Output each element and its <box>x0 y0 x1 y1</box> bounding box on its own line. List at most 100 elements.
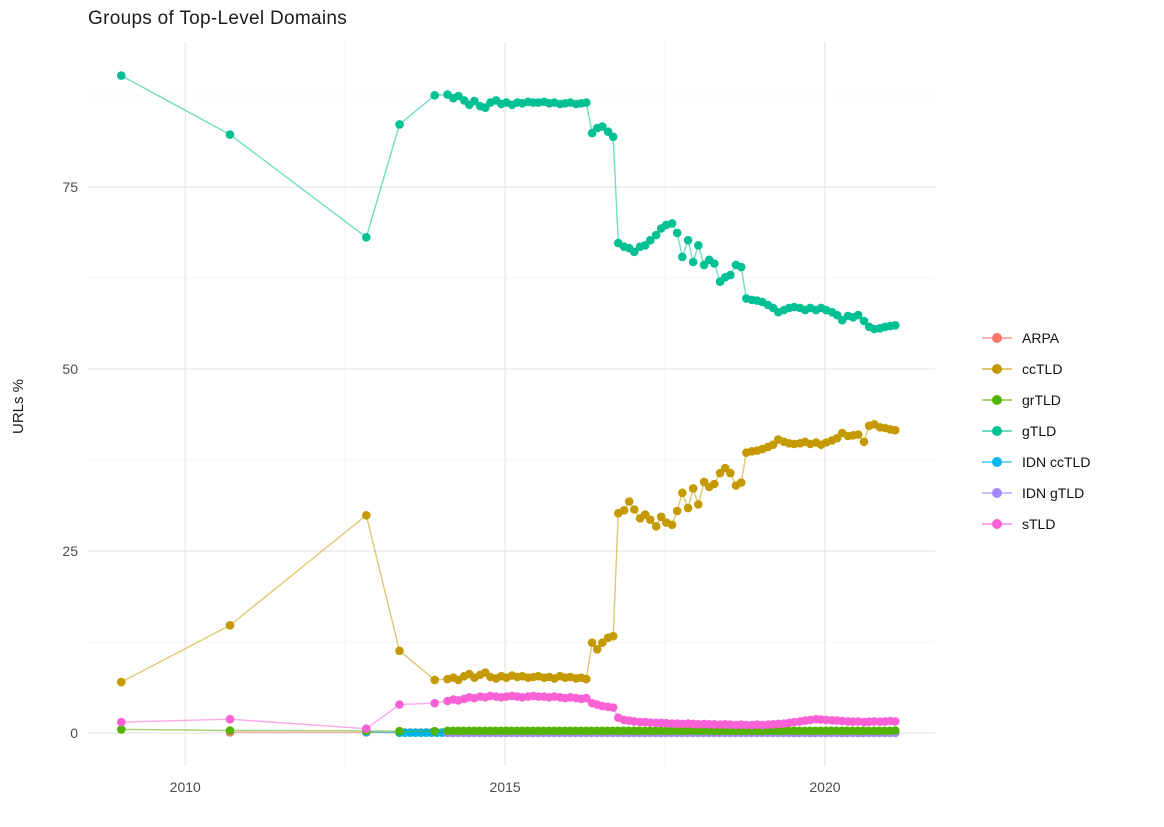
data-point-stld <box>891 717 900 726</box>
data-point-cctld <box>891 425 900 435</box>
legend-key-idn-gtld-icon <box>982 487 1012 499</box>
data-point-cctld <box>225 621 235 630</box>
x-tick-label: 2015 <box>490 779 521 795</box>
legend-label-idn-gtld: IDN gTLD <box>1022 484 1085 501</box>
data-point-stld <box>430 698 440 708</box>
legend-dot-gtld <box>992 425 1002 436</box>
data-point-cctld <box>619 506 629 515</box>
legend-item-cctld: ccTLD <box>982 353 1090 384</box>
data-point-grtld <box>891 726 900 735</box>
legend-label-arpa: ARPA <box>1022 329 1060 346</box>
series-points-cctld <box>117 420 900 687</box>
data-point-cctld <box>651 522 661 531</box>
data-point-cctld <box>117 677 126 687</box>
data-point-cctld <box>362 511 371 520</box>
legend-label-grtld: grTLD <box>1022 391 1061 408</box>
data-point-gtld <box>853 310 863 320</box>
data-point-gtld <box>608 132 618 142</box>
data-point-gtld <box>678 252 687 262</box>
chart-title: Groups of Top-Level Domains <box>88 8 348 29</box>
data-point-stld <box>582 693 591 703</box>
data-point-gtld <box>667 219 677 228</box>
data-point-cctld <box>726 468 735 478</box>
series-points-grtld <box>117 725 900 736</box>
data-point-gtld <box>362 233 371 242</box>
data-point-grtld <box>225 726 235 735</box>
legend-item-grtld: grTLD <box>982 384 1090 415</box>
y-tick-label: 75 <box>62 179 78 195</box>
data-point-gtld <box>598 122 607 131</box>
data-point-cctld <box>694 500 703 509</box>
legend-dot-idn-gtld <box>992 487 1002 498</box>
data-point-gtld <box>736 262 746 272</box>
data-point-cctld <box>592 645 602 654</box>
data-point-cctld <box>582 674 591 684</box>
data-point-gtld <box>582 98 591 107</box>
data-point-cctld <box>608 631 618 641</box>
legend-dot-idn-cctld <box>992 456 1002 467</box>
legend-dot-arpa <box>992 332 1002 343</box>
legend-key-idn-cctld-icon <box>982 456 1012 468</box>
y-tick-label: 0 <box>70 725 78 741</box>
data-point-stld <box>608 703 618 712</box>
legend-key-arpa-icon <box>982 332 1012 344</box>
y-tick-label: 50 <box>62 361 78 377</box>
data-point-cctld <box>667 520 677 530</box>
legend-item-arpa: ARPA <box>982 322 1090 353</box>
data-point-gtld <box>395 120 404 129</box>
legend-label-gtld: gTLD <box>1022 422 1057 439</box>
data-point-cctld <box>710 479 719 489</box>
series-line-gtld <box>120 74 896 330</box>
data-point-grtld <box>117 725 126 734</box>
data-point-cctld <box>853 430 863 439</box>
data-point-gtld <box>710 259 719 268</box>
data-point-cctld <box>624 497 634 506</box>
legend-item-stld: sTLD <box>982 508 1090 539</box>
legend-dot-stld <box>992 518 1002 529</box>
data-point-cctld <box>646 515 655 524</box>
data-point-gtld <box>225 130 235 139</box>
data-point-cctld <box>656 512 666 522</box>
data-point-gtld <box>651 230 661 240</box>
data-point-gtld <box>859 316 869 326</box>
series-line-cctld <box>120 423 896 683</box>
data-point-cctld <box>598 638 607 647</box>
legend-label-stld: sTLD <box>1022 515 1056 532</box>
data-point-cctld <box>430 675 440 685</box>
legend-label-idn-cctld: IDN ccTLD <box>1022 453 1091 470</box>
legend-key-grtld-icon <box>982 394 1012 406</box>
data-point-cctld <box>672 506 682 516</box>
legend-label-cctld: ccTLD <box>1022 360 1063 377</box>
y-tick-label: 25 <box>62 543 78 559</box>
legend-item-idn-cctld: IDN ccTLD <box>982 446 1090 477</box>
data-point-gtld <box>430 91 440 100</box>
x-tick-label: 2010 <box>170 779 201 795</box>
data-point-gtld <box>683 235 693 245</box>
legend-key-cctld-icon <box>982 363 1012 375</box>
legend-key-stld-icon <box>982 518 1012 530</box>
legend-key-gtld-icon <box>982 425 1012 437</box>
data-point-gtld <box>630 247 639 257</box>
data-point-cctld <box>859 437 869 447</box>
legend-dot-cctld <box>992 363 1002 374</box>
data-point-gtld <box>726 270 735 280</box>
data-point-stld <box>225 714 235 724</box>
data-point-cctld <box>678 488 687 498</box>
data-point-cctld <box>587 638 597 647</box>
x-tick-label: 2020 <box>809 779 840 795</box>
series-points-stld <box>117 691 900 733</box>
series-points-gtld <box>117 71 900 334</box>
data-point-gtld <box>470 96 479 106</box>
data-point-grtld <box>395 726 404 736</box>
data-point-cctld <box>630 505 639 514</box>
data-point-grtld <box>430 726 440 736</box>
data-point-cctld <box>683 503 693 513</box>
data-point-cctld <box>688 484 698 493</box>
data-point-cctld <box>736 478 746 487</box>
data-point-stld <box>117 717 126 727</box>
legend-item-idn-gtld: IDN gTLD <box>982 477 1090 508</box>
data-point-stld <box>395 700 404 709</box>
data-point-stld <box>362 724 371 733</box>
data-point-gtld <box>694 241 703 250</box>
